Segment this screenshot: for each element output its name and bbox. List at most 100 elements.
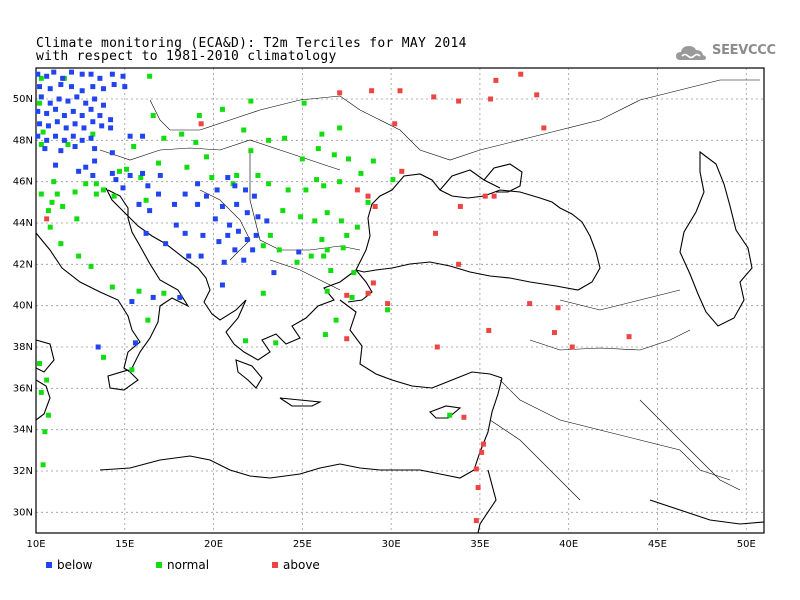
station-below xyxy=(163,241,169,247)
station-normal xyxy=(358,170,364,176)
station-above xyxy=(482,193,488,199)
station-normal xyxy=(124,166,130,172)
station-below xyxy=(90,119,96,125)
station-normal xyxy=(324,288,330,294)
station-normal xyxy=(203,154,209,160)
station-above xyxy=(480,441,486,447)
station-above xyxy=(541,125,547,131)
station-below xyxy=(195,201,201,207)
x-tick-label: 15E xyxy=(115,539,134,550)
station-normal xyxy=(390,177,396,183)
station-normal xyxy=(314,177,320,183)
station-normal xyxy=(324,247,330,253)
station-below xyxy=(92,96,98,102)
station-below xyxy=(296,249,302,255)
station-below xyxy=(47,86,53,92)
y-tick-label: 50N xyxy=(13,94,33,105)
station-below xyxy=(120,185,126,191)
station-normal xyxy=(354,224,360,230)
station-normal xyxy=(179,131,185,137)
station-below xyxy=(219,203,225,209)
station-below xyxy=(61,113,67,119)
y-tick-label: 34N xyxy=(13,425,33,436)
station-normal xyxy=(51,179,57,185)
station-normal xyxy=(60,203,66,209)
station-below xyxy=(79,137,85,143)
x-tick-label: 10E xyxy=(26,539,45,550)
station-normal xyxy=(340,245,346,251)
station-below xyxy=(251,193,257,199)
station-normal xyxy=(45,412,51,418)
x-axis-labels: 10E 15E 20E 25E 30E 35E 40E 45E 50E xyxy=(26,539,755,550)
station-below xyxy=(108,117,114,123)
station-normal xyxy=(337,179,343,185)
station-below xyxy=(90,172,96,178)
x-tick-label: 35E xyxy=(470,539,489,550)
station-below xyxy=(182,191,188,197)
station-above xyxy=(434,344,440,350)
legend-swatch-below xyxy=(46,562,52,568)
station-normal xyxy=(324,210,330,216)
station-normal xyxy=(280,208,286,214)
station-below xyxy=(109,150,115,156)
station-normal xyxy=(38,191,44,197)
logo-text: SEEVCCC xyxy=(712,43,776,58)
station-above xyxy=(365,193,371,199)
y-tick-label: 42N xyxy=(13,259,33,270)
station-below xyxy=(61,137,67,143)
station-points xyxy=(35,69,632,524)
station-normal xyxy=(312,218,318,224)
station-below xyxy=(44,110,50,116)
station-normal xyxy=(260,243,266,249)
station-normal xyxy=(267,232,273,238)
station-below xyxy=(81,125,87,131)
station-below xyxy=(53,162,59,168)
station-above xyxy=(354,187,360,193)
station-normal xyxy=(40,462,46,468)
station-normal xyxy=(147,73,153,79)
station-below xyxy=(234,201,240,207)
station-below xyxy=(58,82,64,88)
station-below xyxy=(97,75,103,81)
y-tick-label: 30N xyxy=(13,507,33,518)
station-normal xyxy=(260,290,266,296)
station-normal xyxy=(38,141,44,147)
station-above xyxy=(433,230,439,236)
station-normal xyxy=(338,218,344,224)
station-normal xyxy=(328,268,334,274)
station-normal xyxy=(319,131,325,137)
station-below xyxy=(127,172,133,178)
station-normal xyxy=(88,263,94,269)
station-normal xyxy=(58,241,64,247)
station-below xyxy=(56,96,62,102)
station-normal xyxy=(321,183,327,189)
station-above xyxy=(569,344,575,350)
station-above xyxy=(461,414,467,420)
map-frame-bg xyxy=(36,68,764,533)
station-below xyxy=(97,113,103,119)
station-below xyxy=(250,247,256,253)
station-below xyxy=(45,123,51,129)
legend-label-above: above xyxy=(283,558,320,572)
station-below xyxy=(90,84,96,90)
station-normal xyxy=(298,214,304,220)
station-below xyxy=(145,183,151,189)
station-above xyxy=(392,121,398,127)
station-below xyxy=(232,183,238,189)
station-above xyxy=(44,216,50,222)
x-tick-label: 25E xyxy=(293,539,312,550)
legend-item-normal: normal xyxy=(156,558,209,572)
station-normal xyxy=(344,232,350,238)
station-above xyxy=(456,261,462,267)
station-normal xyxy=(322,332,328,338)
station-normal xyxy=(129,367,135,373)
station-below xyxy=(232,247,238,253)
station-above xyxy=(555,305,561,311)
station-normal xyxy=(150,113,156,119)
station-below xyxy=(92,158,98,164)
station-below xyxy=(271,270,277,276)
station-below xyxy=(111,82,117,88)
station-below xyxy=(92,146,98,152)
y-tick-label: 48N xyxy=(13,135,33,146)
station-normal xyxy=(266,181,272,187)
